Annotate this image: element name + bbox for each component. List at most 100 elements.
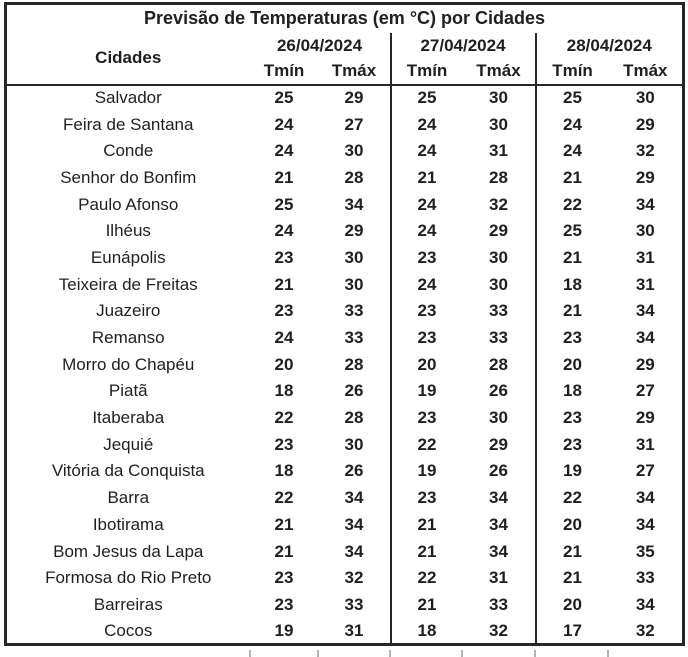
tmin-value: 23 [417,408,437,428]
tmin-value: 21 [274,167,294,187]
tmin-value: 23 [563,408,582,428]
tmax-value: 34 [318,511,392,539]
tmax-value: 35 [635,541,655,561]
city-name: Vitória da Conquista [51,461,205,481]
tmax-value: 34 [635,194,655,214]
table-row: Salvador 25 29 25 30 25 30 [6,84,684,112]
tmax-value: 29 [462,431,537,459]
date-header-row: Cidades 26/04/2024 27/04/2024 28/04/2024 [5,32,684,86]
tmin-header-2: Tmín [390,58,463,86]
tmax-value: 30 [318,431,392,459]
table-row: Ilhéus 24 29 24 29 25 30 [6,217,684,245]
tmin-value: 18 [274,381,294,401]
tmin-value: 22 [563,488,582,508]
tmin-value: 24 [563,114,582,134]
tmin-value: 21 [563,568,582,588]
tmin-value: 23 [563,328,582,348]
tmax-value: 26 [462,378,537,405]
tmin-value: 18 [563,274,582,294]
tmin-value: 23 [274,568,294,588]
tmin-value: 17 [563,620,582,640]
cut-off-gridline-artifact [389,650,391,657]
table-body: Salvador 25 29 25 30 25 30 Feira de Santana 24 27… [6,84,684,645]
table-row: Itaberaba 22 28 23 30 23 29 [6,404,684,432]
tmin-value: 24 [274,221,294,241]
tmin-value: 23 [274,594,294,614]
tmax-value: 34 [635,594,655,614]
tmax-value: 34 [635,488,655,508]
tmin-value: 22 [417,434,437,454]
tmax-header-2: Tmáx [462,58,537,86]
table-row: Conde 24 30 24 31 24 32 [6,137,684,165]
city-name: Morro do Chapéu [62,354,195,374]
tmin-value: 21 [563,167,582,187]
city-name: Bom Jesus da Lapa [53,541,204,561]
tmin-value: 20 [563,354,582,374]
tmax-value: 29 [318,217,392,245]
tmin-value: 24 [274,141,294,161]
tmin-value: 24 [563,141,582,161]
tmax-value: 30 [318,271,392,298]
tmax-value: 29 [635,408,655,428]
tmin-value: 21 [417,594,437,614]
tmin-value: 21 [417,541,437,561]
tmax-value: 29 [635,114,655,134]
tmax-value: 28 [462,164,537,192]
tmax-value: 30 [318,137,392,165]
tmax-value: 30 [635,221,655,241]
city-name: Piatã [108,381,148,401]
tmin-value: 22 [274,408,294,428]
tmax-value: 27 [318,111,392,138]
city-name: Formosa do Rio Preto [45,568,212,588]
tmax-value: 31 [635,274,655,294]
city-name: Teixeira de Freitas [58,274,198,294]
tmin-value: 22 [563,194,582,214]
tmax-value: 30 [462,404,537,432]
cut-off-gridline-artifact [317,650,319,657]
tmin-value: 20 [274,354,294,374]
city-name: Jequié [103,434,154,454]
temperature-forecast-table: Previsão de Temperaturas (em °C) por Cid… [4,2,686,647]
tmax-value: 34 [635,301,655,321]
city-name: Paulo Afonso [78,194,179,214]
tmin-header-3: Tmín [535,58,609,86]
tmin-value: 23 [417,328,437,348]
table-row: Juazeiro 23 33 23 33 21 34 [6,298,684,325]
tmax-value: 34 [635,328,655,348]
tmin-value: 21 [417,167,437,187]
tmin-value: 21 [563,301,582,321]
tmax-value: 31 [462,564,537,592]
table-row: Barreiras 23 33 21 33 20 34 [6,591,684,619]
cut-off-gridline-artifact [534,650,536,657]
tmax-value: 28 [462,351,537,379]
tmax-value: 31 [462,137,537,165]
table-row: Barra 22 34 23 34 22 34 [6,484,684,512]
city-name: Cocos [104,620,153,640]
city-name: Ilhéus [105,221,151,241]
tmax-value: 31 [635,434,655,454]
tmax-value: 29 [462,217,537,245]
tmax-value: 34 [462,511,537,539]
tmin-value: 19 [563,461,582,481]
city-name: Barra [107,488,150,508]
tmax-value: 33 [318,298,392,325]
subheader-row: Tmín Tmáx Tmín Tmáx Tmín Tmáx [6,58,684,86]
tmin-value: 25 [563,88,582,108]
tmax-value: 32 [462,618,537,645]
tmin-value: 21 [563,541,582,561]
tmin-value: 23 [417,301,437,321]
tmax-value: 31 [635,247,655,267]
tmax-value: 28 [318,164,392,192]
tmin-value: 25 [274,194,294,214]
tmax-value: 33 [462,324,537,352]
table-row: Morro do Chapéu 20 28 20 28 20 29 [6,351,684,379]
tmin-value: 21 [274,274,294,294]
date-header-28-04: 28/04/2024 [566,35,652,55]
tmin-value: 22 [417,568,437,588]
tmax-value: 30 [635,88,655,108]
tmin-header-1: Tmín [249,58,319,86]
tmax-value: 34 [318,191,392,218]
tmax-value: 32 [318,564,392,592]
tmin-value: 24 [417,194,437,214]
